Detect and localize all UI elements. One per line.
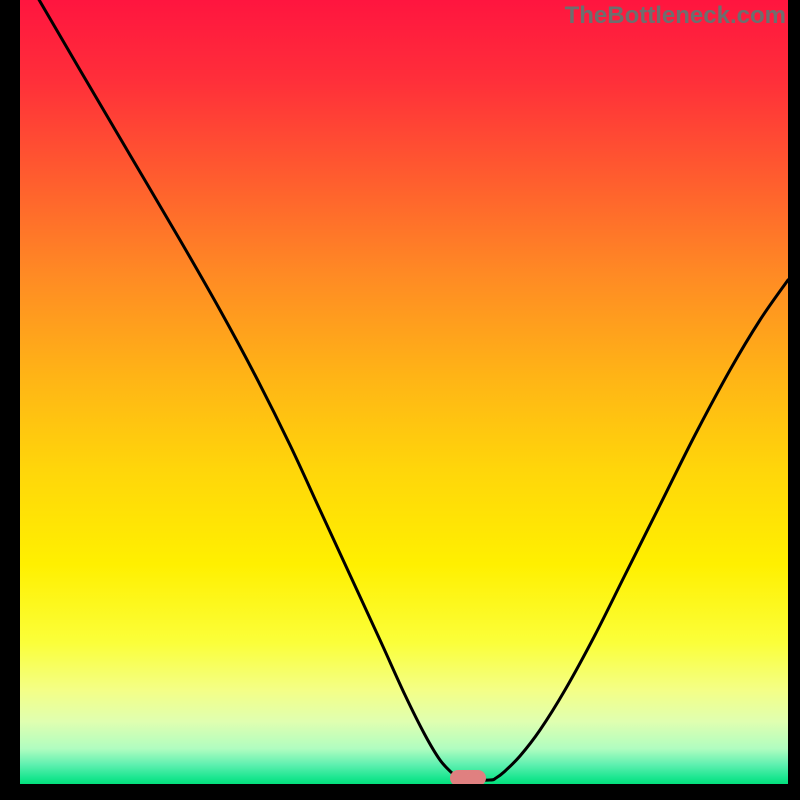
- frame-left: [0, 0, 20, 800]
- chart-container: TheBottleneck.com: [0, 0, 800, 800]
- bottleneck-curve: [20, 0, 788, 784]
- frame-right: [788, 0, 800, 800]
- watermark-text: TheBottleneck.com: [565, 2, 786, 30]
- frame-bottom: [0, 784, 800, 800]
- curve-line: [38, 0, 788, 780]
- plot-area: [20, 0, 788, 784]
